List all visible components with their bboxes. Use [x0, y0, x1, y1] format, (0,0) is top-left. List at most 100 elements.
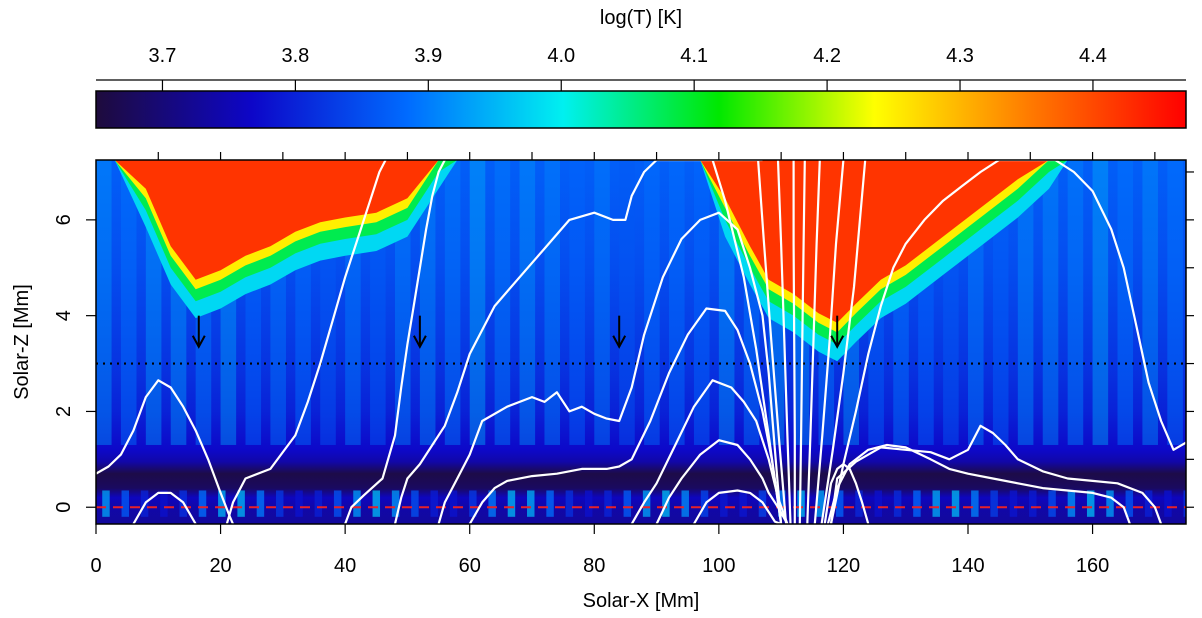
granule: [198, 490, 207, 517]
granule: [391, 490, 400, 517]
streak: [594, 160, 610, 445]
y-axis-label: Solar-Z [Mm]: [11, 284, 33, 400]
colorbar-tick-label: 4.1: [680, 45, 708, 67]
granule: [778, 490, 786, 517]
field-line: [132, 491, 197, 524]
x-tick-label: 120: [827, 555, 860, 577]
granule: [121, 490, 130, 517]
field-line: [437, 211, 783, 524]
field-line: [798, 160, 806, 524]
colorbar-tick-label: 4.0: [547, 45, 575, 67]
streak: [120, 160, 137, 445]
streak: [1067, 160, 1084, 445]
field-line: [823, 463, 870, 524]
hot-region-band: [114, 160, 458, 280]
hot-region-band: [700, 160, 1068, 323]
granule: [449, 490, 458, 517]
granule: [623, 490, 632, 517]
granule: [951, 490, 960, 517]
colorbar-tick-label: 3.8: [281, 45, 309, 67]
granule: [681, 490, 689, 517]
granule: [469, 490, 477, 517]
field-line: [96, 379, 235, 524]
streak: [519, 160, 536, 445]
granule: [1164, 490, 1172, 517]
field-line: [820, 160, 867, 524]
field-line: [792, 160, 796, 524]
granule: [893, 490, 902, 517]
x-tick-label: 140: [951, 555, 984, 577]
granule: [990, 490, 998, 517]
arrow: [191, 315, 206, 349]
streak: [96, 160, 112, 445]
granule: [565, 490, 574, 517]
field-line: [630, 379, 789, 524]
x-tick-label: 40: [334, 555, 356, 577]
x-tick-label: 160: [1076, 555, 1109, 577]
granule: [604, 490, 612, 517]
granule: [353, 490, 361, 517]
granule: [256, 490, 265, 517]
colorbar-tick-label: 4.2: [813, 45, 841, 67]
streak: [1167, 160, 1183, 445]
streak: [619, 160, 635, 445]
y-tick-label: 0: [53, 502, 75, 513]
field-line: [468, 307, 783, 524]
streak: [1017, 160, 1034, 445]
granule: [1086, 490, 1095, 517]
granule: [816, 490, 825, 517]
colorbar: [95, 90, 1187, 129]
streak: [644, 160, 660, 445]
streak: [544, 160, 561, 445]
colorbar-tick-label: 3.7: [149, 45, 177, 67]
granule: [237, 490, 245, 517]
photosphere-granules: [102, 490, 1186, 517]
granule: [874, 490, 883, 517]
field-line: [829, 424, 1163, 524]
granule: [333, 490, 342, 517]
field-line: [225, 160, 387, 524]
granule: [488, 490, 496, 517]
granule: [1048, 490, 1056, 517]
granule: [642, 490, 651, 517]
granule: [1125, 490, 1134, 517]
plot-frame: [95, 159, 1187, 525]
streak: [419, 160, 436, 445]
granule: [739, 490, 747, 517]
field-line: [711, 160, 783, 524]
granule: [855, 490, 863, 517]
streak: [494, 160, 511, 445]
granule: [430, 490, 438, 517]
colorbar-ticks: 3.7 3.8 3.9 4.0 4.1 4.2 4.3 4.4: [96, 45, 1186, 91]
field-line: [806, 160, 821, 524]
granule: [1144, 490, 1153, 517]
streak: [444, 160, 461, 445]
field-line: [826, 443, 1131, 524]
streak: [569, 160, 585, 445]
arrow: [413, 315, 427, 349]
granule: [720, 490, 728, 517]
granule: [835, 490, 844, 517]
x-axis-ticks: 0 20 40 60 80 100 120 140 160: [90, 152, 1156, 577]
granule: [932, 490, 940, 517]
granule: [218, 490, 226, 517]
field-line: [692, 489, 782, 524]
colorbar-title: log(T) [K]: [600, 7, 682, 29]
field-line: [829, 160, 1186, 524]
y-axis-ticks: 0 2 4 6: [53, 171, 1194, 513]
field-lines: [96, 160, 1186, 524]
colorbar-tick-label: 4.4: [1079, 45, 1107, 67]
granule: [913, 490, 921, 517]
x-axis-label: Solar-X [Mm]: [583, 590, 700, 612]
field-line: [776, 160, 792, 524]
x-tick-label: 80: [583, 555, 605, 577]
granule: [1067, 490, 1076, 517]
streak: [1042, 160, 1059, 445]
granule: [314, 490, 323, 517]
granule: [160, 490, 168, 517]
streak: [469, 160, 486, 445]
granule: [1106, 490, 1114, 517]
granule: [546, 490, 554, 517]
x-tick-label: 20: [209, 555, 231, 577]
